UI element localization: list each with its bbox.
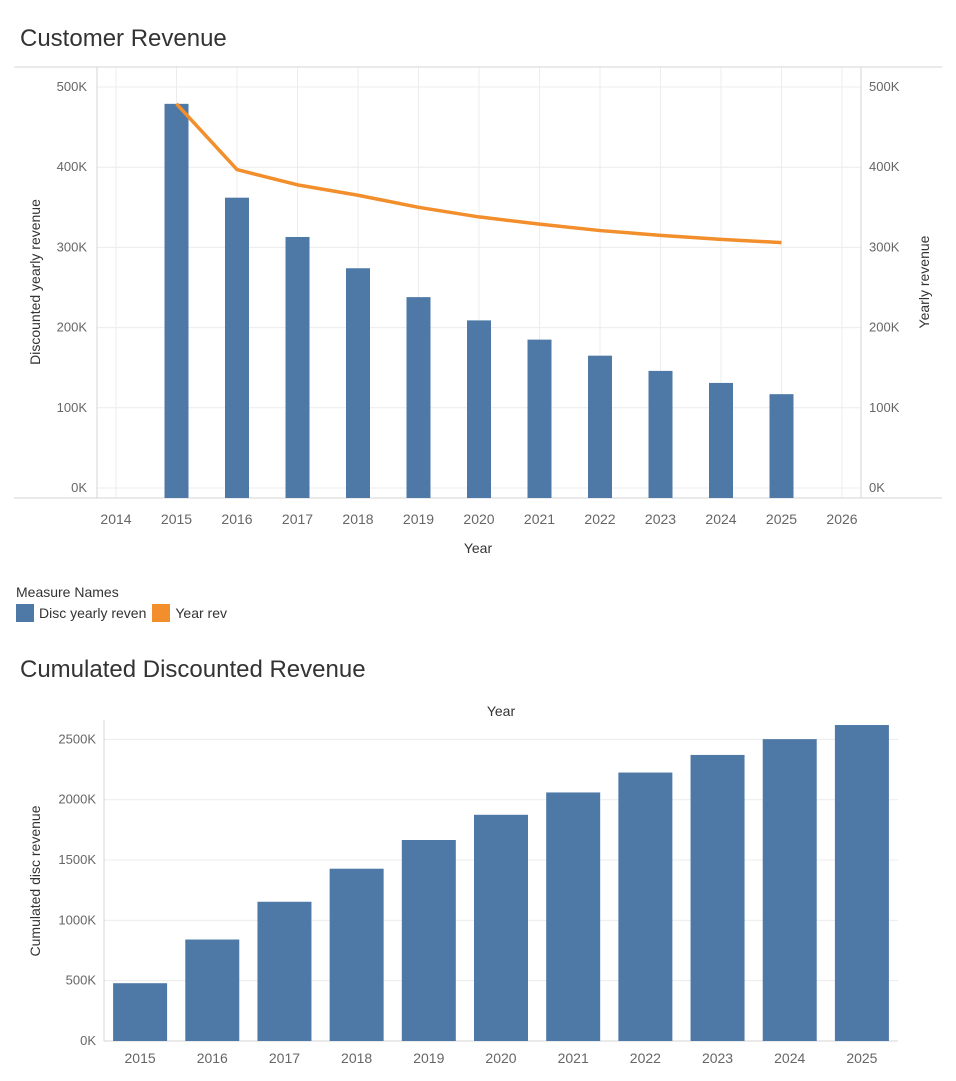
y-tick-label-right: 500K xyxy=(869,79,900,94)
y-tick-label-right: 200K xyxy=(869,320,900,335)
y-tick-label: 1000K xyxy=(58,912,96,927)
bar xyxy=(527,339,552,498)
x-tick-label: 2016 xyxy=(197,1050,228,1066)
chart1-title: Customer Revenue xyxy=(20,25,227,52)
bar xyxy=(834,725,889,1041)
bar xyxy=(648,370,673,498)
y-tick-label: 2000K xyxy=(58,792,96,807)
bar xyxy=(709,382,733,498)
x-tick-label: 2015 xyxy=(161,511,192,527)
bar xyxy=(467,320,491,498)
bar xyxy=(346,268,370,498)
x-axis-title: Year xyxy=(487,703,516,719)
x-tick-label: 2014 xyxy=(100,511,131,527)
cumulated-revenue-chart: Year 0K 500K 1000K 1500K 2000K 2500K 2015 2016 20… xyxy=(27,703,898,1066)
bar xyxy=(690,754,745,1041)
x-tick-label: 2021 xyxy=(558,1050,589,1066)
y-tick-label: 500K xyxy=(66,973,97,988)
x-tick-label: 2019 xyxy=(403,511,434,527)
y-tick-label: 200K xyxy=(57,320,88,335)
bar xyxy=(588,355,612,498)
y-tick-label: 100K xyxy=(57,400,88,415)
customer-revenue-chart: 0K 100K 200K 300K 400K 500K 0K 100K 200K 300K 400K… xyxy=(14,66,942,556)
bar xyxy=(762,739,817,1041)
bar xyxy=(618,772,673,1041)
bar xyxy=(546,792,601,1041)
x-tick-label: 2016 xyxy=(221,511,252,527)
x-tick-label: 2022 xyxy=(584,511,615,527)
y-tick-label: 0K xyxy=(71,480,87,495)
bar xyxy=(401,839,456,1041)
bar xyxy=(225,197,249,498)
x-tick-label: 2018 xyxy=(342,511,373,527)
bar xyxy=(406,297,431,498)
y-tick-label-right: 100K xyxy=(869,400,900,415)
y-tick-label-right: 300K xyxy=(869,239,900,254)
bar xyxy=(185,939,240,1041)
legend-swatch-line xyxy=(152,604,171,622)
x-tick-label: 2022 xyxy=(630,1050,661,1066)
bar xyxy=(474,814,528,1041)
y-axis-title-left: Discounted yearly revenue xyxy=(27,199,43,365)
x-tick-label: 2024 xyxy=(774,1050,805,1066)
x-tick-label: 2018 xyxy=(341,1050,372,1066)
y-tick-label: 0K xyxy=(80,1033,96,1048)
x-tick-label: 2020 xyxy=(463,511,494,527)
y-tick-label: 300K xyxy=(57,239,88,254)
bar xyxy=(257,901,312,1041)
bar xyxy=(769,394,794,498)
x-tick-label: 2026 xyxy=(826,511,857,527)
x-tick-label: 2017 xyxy=(282,511,313,527)
y-tick-label: 2500K xyxy=(58,731,96,746)
x-tick-label: 2024 xyxy=(705,511,736,527)
y-tick-label: 400K xyxy=(57,159,88,174)
legend-item-disc-yearly[interactable]: Disc yearly reven xyxy=(16,604,146,622)
x-axis-title: Year xyxy=(464,540,493,556)
x-tick-label: 2020 xyxy=(485,1050,516,1066)
legend-label-disc-yearly: Disc yearly reven xyxy=(39,605,147,621)
bar xyxy=(164,103,189,498)
chart2-title: Cumulated Discounted Revenue xyxy=(20,656,366,683)
x-tick-label: 2023 xyxy=(702,1050,733,1066)
bar xyxy=(285,236,310,498)
line-series-year-rev xyxy=(175,102,782,245)
x-tick-label: 2025 xyxy=(766,511,797,527)
x-tick-label: 2015 xyxy=(125,1050,156,1066)
x-tick-label: 2021 xyxy=(524,511,555,527)
legend-swatch-bar xyxy=(16,604,34,622)
legend-item-year-rev[interactable]: Year rev xyxy=(152,604,227,622)
y-tick-label: 1500K xyxy=(58,852,96,867)
bar xyxy=(329,868,384,1041)
legend-label-year-rev: Year rev xyxy=(175,605,227,621)
y-tick-label-right: 400K xyxy=(869,159,900,174)
y-tick-label-right: 0K xyxy=(869,480,885,495)
y-tick-label: 500K xyxy=(57,79,88,94)
legend-title: Measure Names xyxy=(16,584,119,600)
bar xyxy=(113,983,168,1041)
legend: Measure Names Disc yearly reven Year rev xyxy=(16,584,233,622)
x-tick-label: 2025 xyxy=(846,1050,877,1066)
y-axis-title-right: Yearly revenue xyxy=(916,235,932,328)
x-tick-label: 2019 xyxy=(413,1050,444,1066)
x-tick-label: 2023 xyxy=(645,511,676,527)
x-tick-label: 2017 xyxy=(269,1050,300,1066)
y-axis-title: Cumulated disc revenue xyxy=(27,805,43,956)
